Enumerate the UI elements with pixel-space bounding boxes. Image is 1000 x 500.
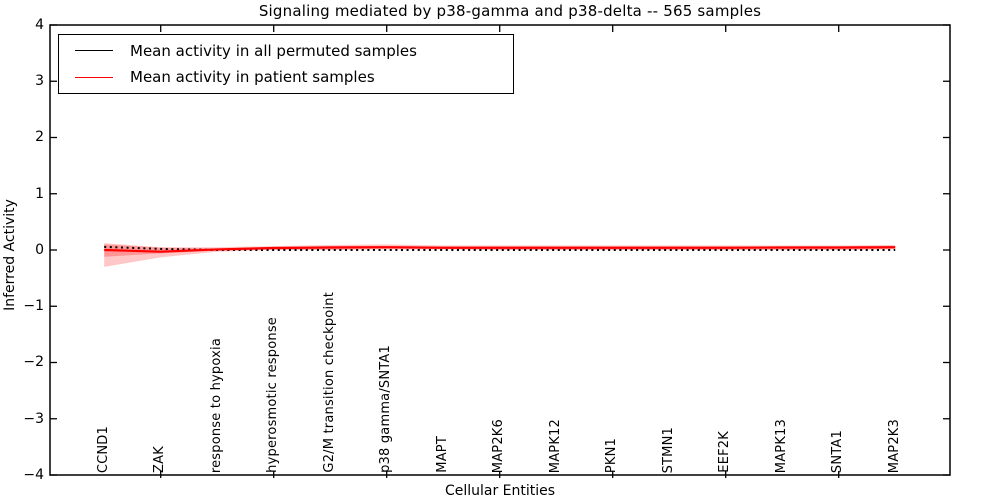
- chart-title: Signaling mediated by p38-gamma and p38-…: [258, 2, 762, 20]
- legend: Mean activity in all permuted samples Me…: [58, 34, 514, 94]
- xtick-label-snta1: SNTA1: [830, 429, 845, 473]
- ytick-label: −4: [23, 467, 44, 483]
- ytick-label: 0: [35, 242, 44, 258]
- ytick-label: 3: [35, 73, 44, 89]
- xtick-label-g2m: G2/M transition checkpoint: [322, 292, 337, 473]
- xtick-label-p38gamma: p38 gamma/SNTA1: [378, 345, 393, 473]
- xtick-label-mapk13: MAPK13: [774, 418, 789, 473]
- ytick-label: −2: [23, 354, 44, 370]
- xtick-label-zak: ZAK: [152, 446, 167, 473]
- xtick-label-eef2k: EEF2K: [717, 431, 732, 473]
- legend-line-sample-red-icon: [75, 76, 113, 78]
- y-axis-label: Inferred Activity: [2, 199, 18, 311]
- legend-label: Mean activity in all permuted samples: [130, 41, 417, 60]
- xtick-label-stmn1: STMN1: [661, 426, 676, 473]
- ytick-label: −1: [23, 298, 44, 314]
- xtick-label-map2k6: MAP2K6: [491, 418, 506, 473]
- ytick-label: 1: [35, 186, 44, 202]
- legend-entry-patient: Mean activity in patient samples: [59, 64, 513, 90]
- xtick-label-mapk12: MAPK12: [548, 418, 563, 473]
- ytick-label: 4: [35, 17, 44, 33]
- xtick-label-hypoxia: response to hypoxia: [209, 337, 224, 473]
- legend-label: Mean activity in patient samples: [130, 68, 375, 87]
- xtick-label-hyperosmotic: hyperosmotic response: [265, 317, 280, 473]
- xtick-label-ccnd1: CCND1: [96, 425, 111, 473]
- legend-line-sample-black-icon: [75, 50, 113, 52]
- xtick-label-mapt: MAPT: [435, 436, 450, 473]
- x-axis-label: Cellular Entities: [444, 483, 556, 499]
- xtick-label-map2k3: MAP2K3: [887, 418, 902, 473]
- xtick-label-pkn1: PKN1: [604, 437, 619, 473]
- ytick-label: 2: [35, 129, 44, 145]
- ytick-label: −3: [23, 411, 44, 427]
- legend-entry-permuted: Mean activity in all permuted samples: [59, 38, 513, 64]
- series-line-1: [104, 246, 896, 253]
